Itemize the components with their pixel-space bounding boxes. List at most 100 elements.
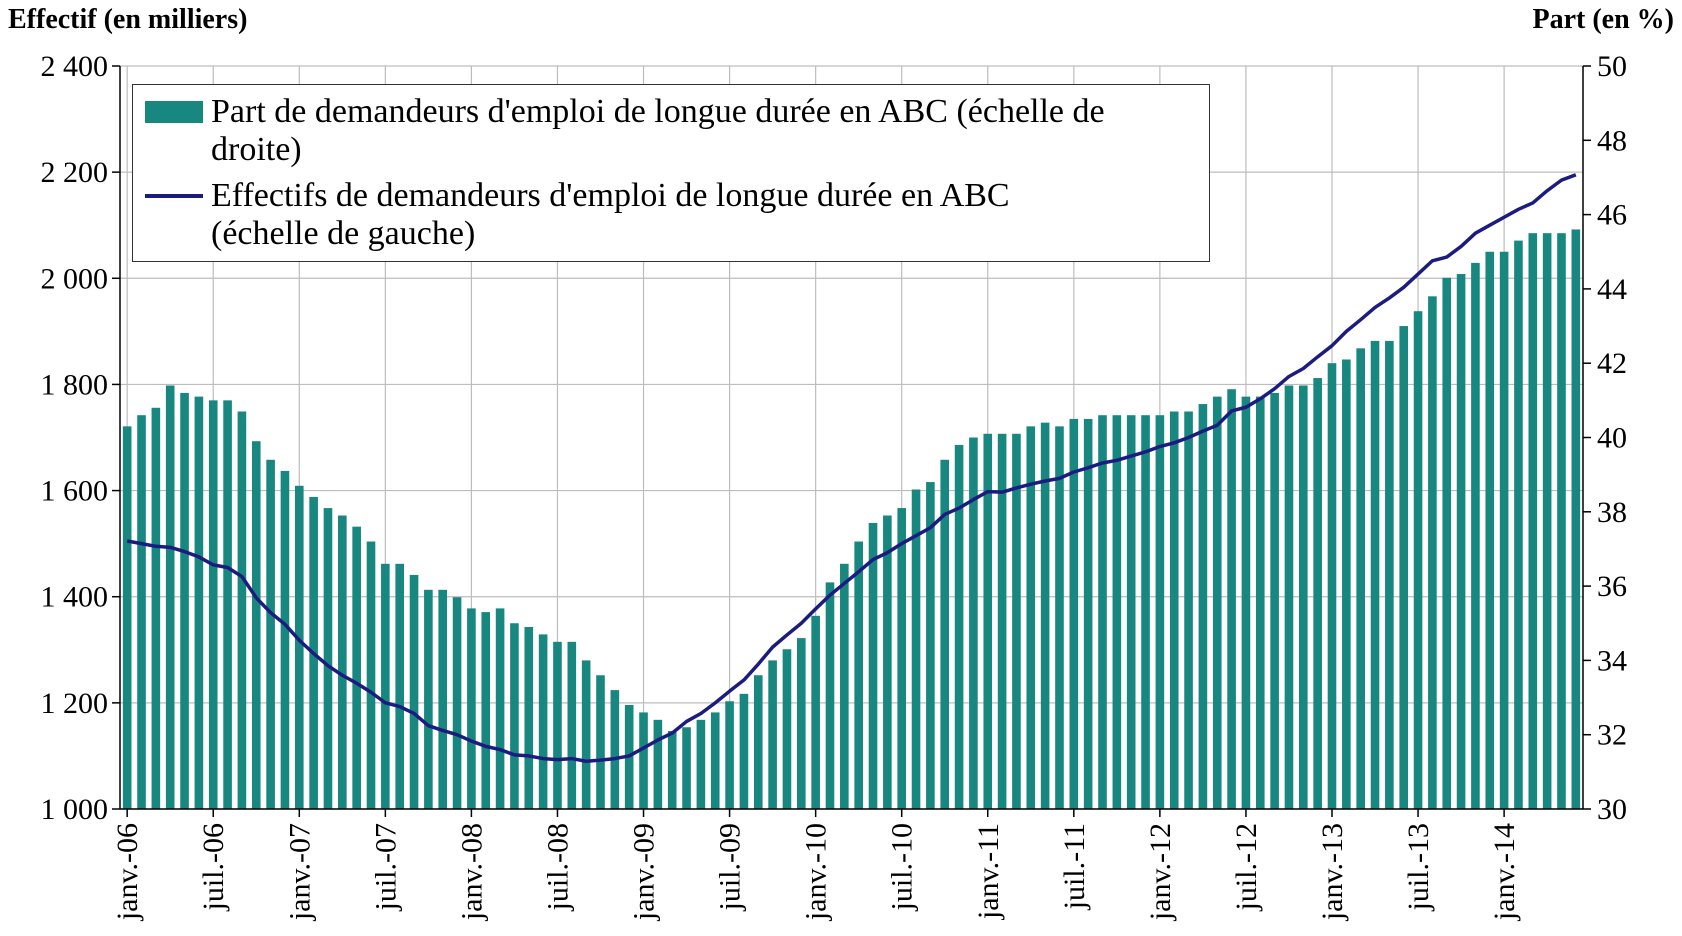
bar xyxy=(251,441,261,809)
bar xyxy=(1284,385,1294,809)
bar xyxy=(1499,251,1509,809)
y2-tick-label: 44 xyxy=(1597,273,1627,306)
legend-item: Part de demandeurs d'emploi de longue du… xyxy=(145,93,1209,169)
bar xyxy=(266,459,275,809)
bar xyxy=(1313,378,1322,809)
bar xyxy=(1255,396,1265,809)
bar xyxy=(1055,426,1064,809)
x-tick-label: janv.-11 xyxy=(972,823,1005,920)
x-tick-label: juil.-07 xyxy=(369,823,402,912)
bar xyxy=(323,508,333,809)
x-tick-label: janv.-09 xyxy=(628,823,661,921)
y-tick-label: 2 400 xyxy=(41,50,109,83)
y2-tick-label: 42 xyxy=(1597,347,1627,380)
bar xyxy=(1528,233,1538,810)
bar xyxy=(223,400,232,809)
bar xyxy=(1356,348,1365,809)
bar xyxy=(997,433,1007,809)
y-tick-label: 2 000 xyxy=(41,262,109,295)
x-tick-label: juil.-08 xyxy=(541,823,574,912)
legend-swatch xyxy=(145,93,207,131)
bar xyxy=(1169,411,1179,809)
y2-axis-title: Part (en %) xyxy=(1532,4,1674,35)
bar xyxy=(1399,326,1409,809)
bar xyxy=(424,589,433,809)
bar xyxy=(610,690,620,809)
y-tick-label: 1 800 xyxy=(41,368,109,401)
bar xyxy=(467,608,476,809)
bar xyxy=(1299,385,1308,809)
bar xyxy=(524,626,534,809)
bar xyxy=(352,526,361,809)
bar xyxy=(452,597,462,809)
bar xyxy=(854,541,863,809)
x-tick-label: juil.-12 xyxy=(1230,823,1263,912)
bar xyxy=(438,589,448,809)
bar xyxy=(940,459,950,809)
bar xyxy=(1012,433,1021,809)
bar xyxy=(725,701,734,809)
x-tick-label: juil.-11 xyxy=(1058,823,1091,910)
bar xyxy=(696,719,706,809)
bar xyxy=(1557,233,1566,810)
bar xyxy=(538,634,548,809)
bar xyxy=(1514,240,1523,810)
bar xyxy=(1270,392,1279,809)
bar xyxy=(510,623,519,809)
legend-label: Part de demandeurs d'emploi de longue du… xyxy=(211,93,1105,168)
bar xyxy=(710,712,720,809)
bar xyxy=(653,719,663,809)
bar xyxy=(983,433,993,809)
bar xyxy=(796,638,806,809)
y-tick-label: 2 200 xyxy=(41,156,109,189)
y-tick-label: 1 400 xyxy=(41,581,109,614)
y2-tick-label: 48 xyxy=(1597,124,1627,157)
bar xyxy=(825,582,835,809)
bar xyxy=(1040,422,1050,809)
bar xyxy=(1542,233,1552,810)
x-tick-label: juil.-13 xyxy=(1402,823,1435,912)
legend-swatch xyxy=(145,177,207,215)
bar xyxy=(897,508,907,809)
bar xyxy=(338,515,347,809)
bar xyxy=(1485,251,1495,809)
bar xyxy=(811,615,820,809)
x-tick-label: juil.-06 xyxy=(197,823,230,912)
legend-label: Effectifs de demandeurs d'emploi de long… xyxy=(211,177,1010,252)
x-tick-label: janv.-12 xyxy=(1144,823,1177,921)
bar xyxy=(753,675,763,809)
y2-tick-label: 50 xyxy=(1597,50,1627,83)
bar xyxy=(1026,426,1036,809)
bar xyxy=(237,411,247,809)
bar xyxy=(1342,359,1351,809)
bar xyxy=(1385,340,1394,809)
bar xyxy=(1428,296,1437,810)
y2-tick-label: 36 xyxy=(1597,570,1627,603)
bar xyxy=(1413,311,1423,809)
y2-tick-label: 46 xyxy=(1597,199,1627,232)
y-tick-label: 1 200 xyxy=(41,687,109,720)
bar xyxy=(409,574,419,809)
bar xyxy=(782,649,792,809)
bar xyxy=(667,730,677,809)
bar xyxy=(122,426,132,809)
bar xyxy=(1471,262,1480,809)
bar xyxy=(1227,389,1236,809)
x-tick-label: janv.-13 xyxy=(1316,823,1349,921)
bar xyxy=(1112,415,1122,809)
legend-item: Effectifs de demandeurs d'emploi de long… xyxy=(145,177,1209,253)
bar xyxy=(208,400,218,809)
bar xyxy=(682,727,691,809)
bar xyxy=(768,660,777,809)
bar xyxy=(1155,415,1165,809)
legend: Part de demandeurs d'emploi de longue du… xyxy=(132,84,1210,262)
y2-tick-label: 30 xyxy=(1597,793,1627,826)
y2-tick-label: 34 xyxy=(1597,644,1627,677)
bar xyxy=(739,693,749,809)
bar xyxy=(1327,363,1337,809)
y2-tick-label: 32 xyxy=(1597,719,1627,752)
bar xyxy=(481,612,491,809)
bar xyxy=(581,660,591,809)
